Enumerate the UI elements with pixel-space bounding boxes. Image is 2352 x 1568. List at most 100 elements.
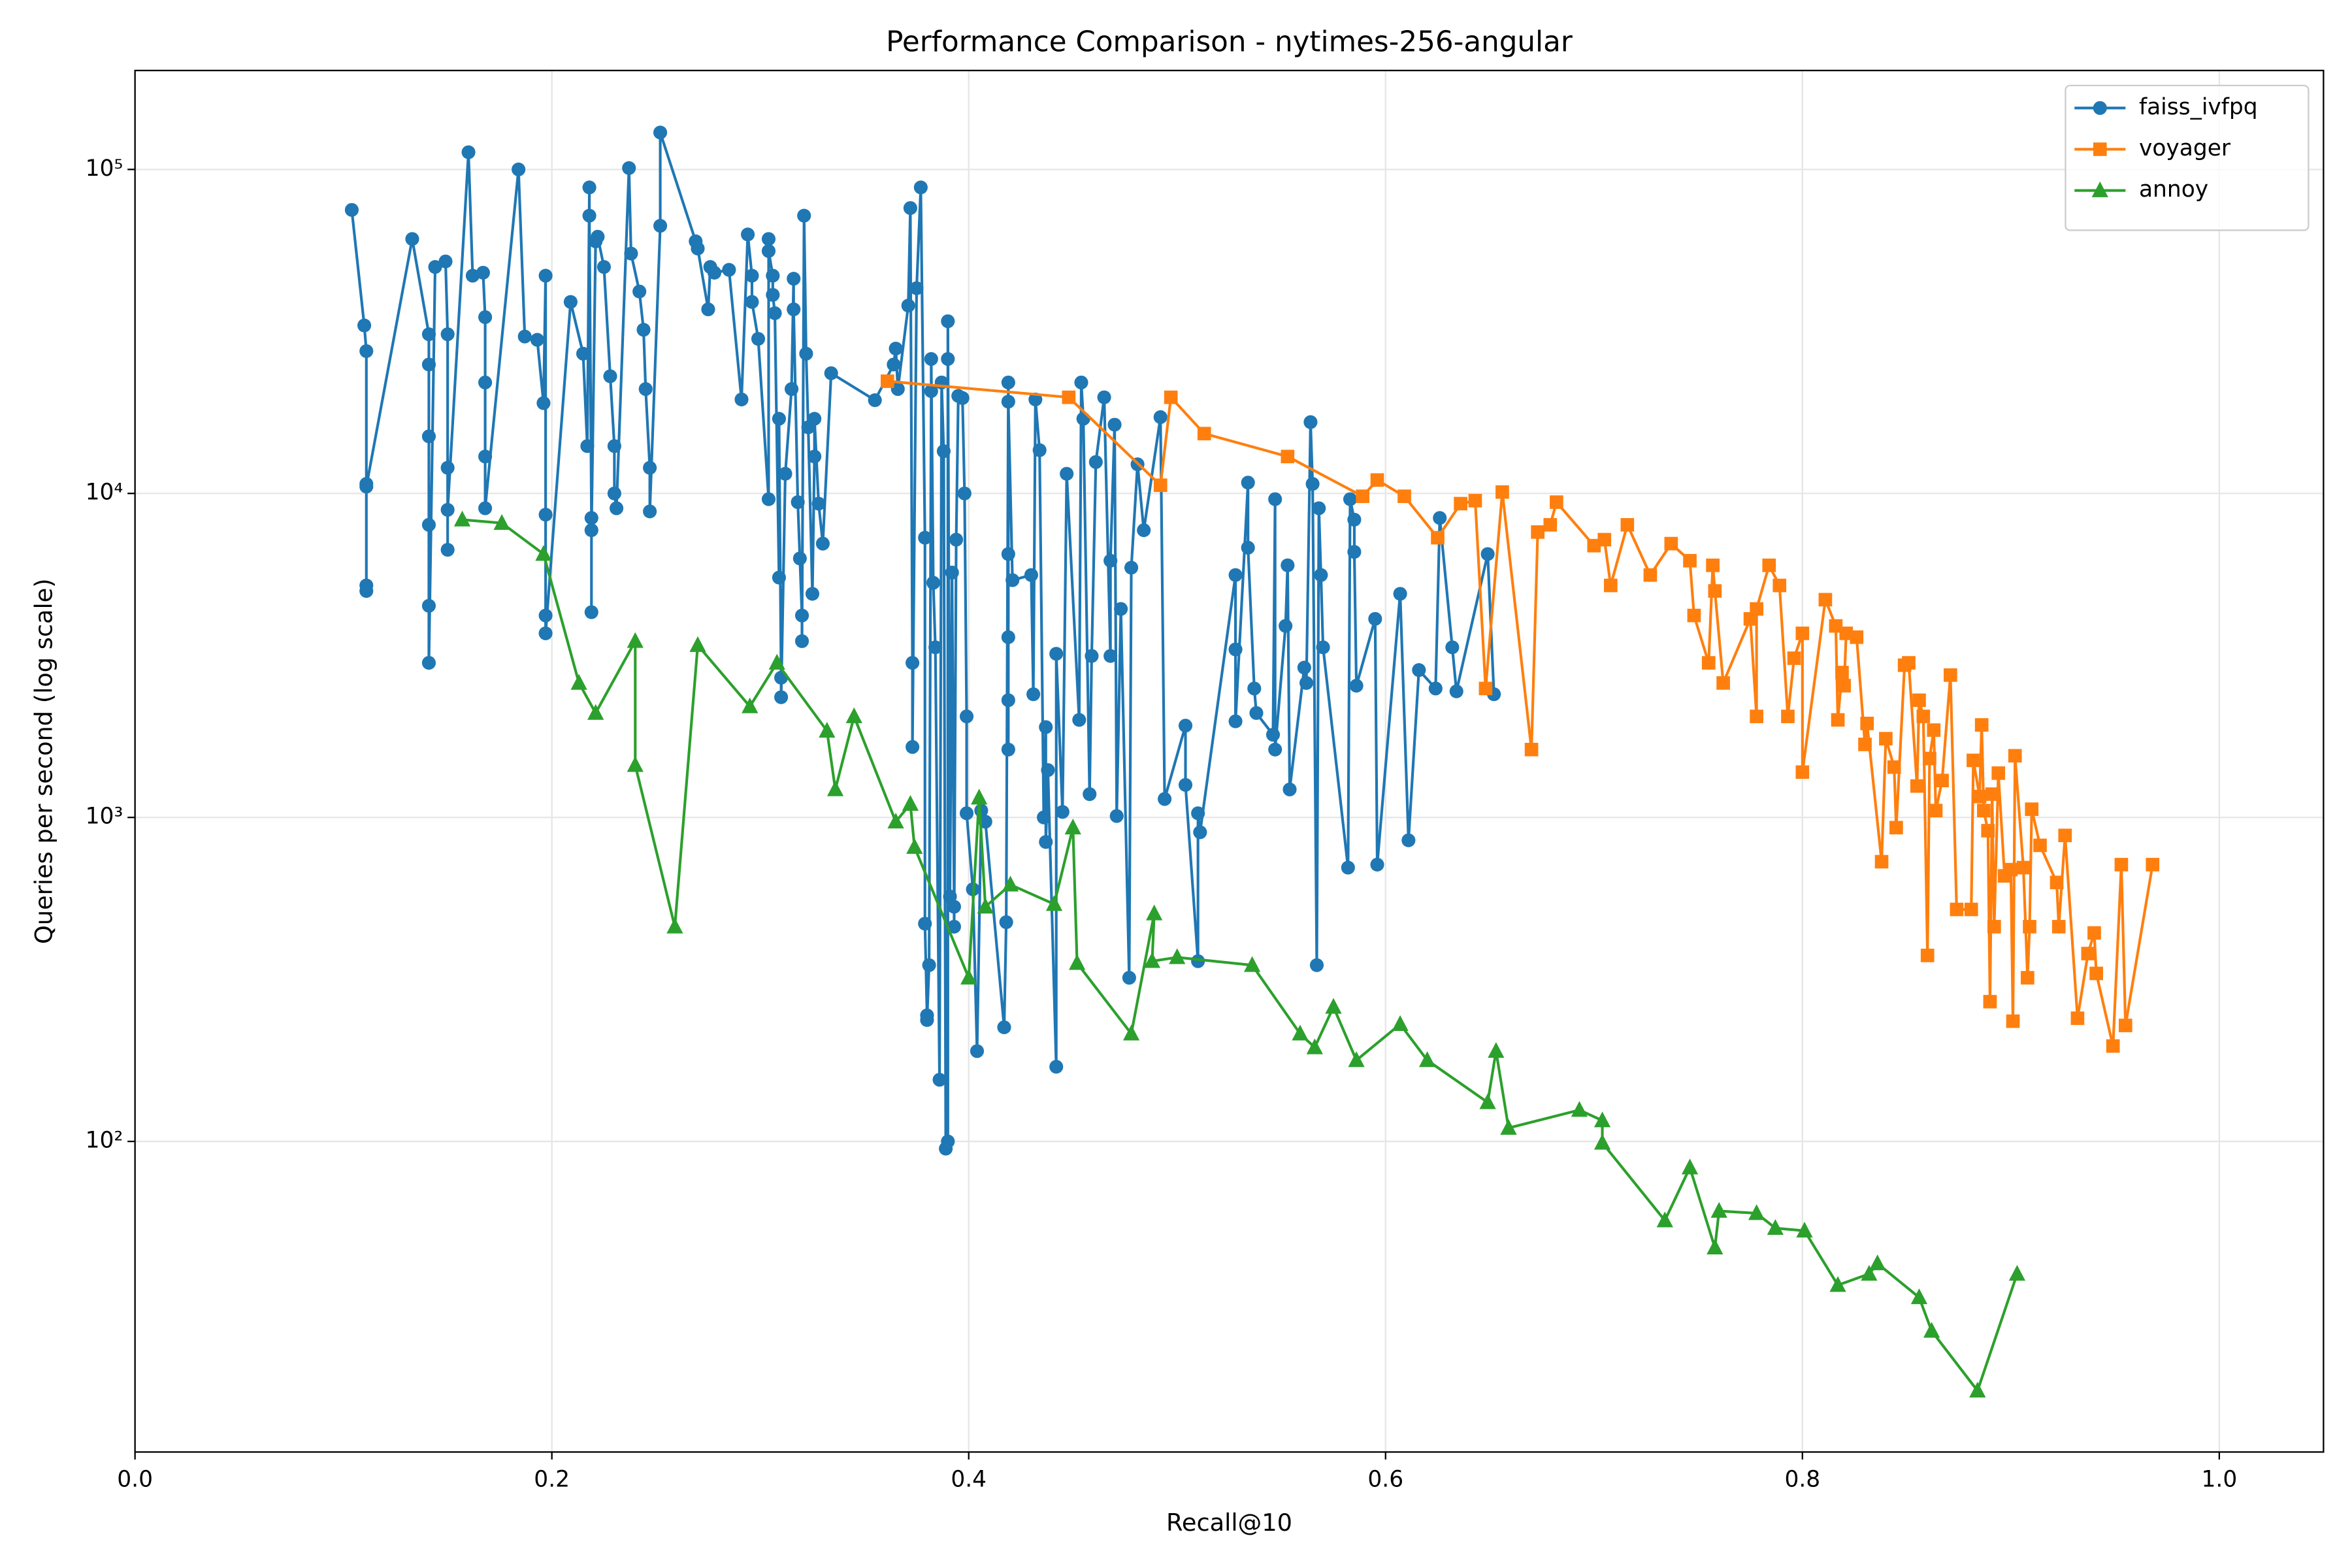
marker-circle xyxy=(1349,678,1364,693)
marker-circle xyxy=(949,532,964,547)
marker-circle xyxy=(1480,547,1495,561)
plot-area xyxy=(344,125,2160,1398)
marker-circle xyxy=(903,201,917,216)
marker-circle xyxy=(1449,684,1463,698)
marker-circle xyxy=(909,281,924,295)
marker-circle xyxy=(924,351,938,367)
marker-square xyxy=(1929,804,1943,817)
marker-square xyxy=(2087,926,2101,940)
marker-circle xyxy=(1072,713,1086,727)
marker-square xyxy=(1983,994,1997,1009)
marker-square xyxy=(2033,838,2047,853)
grid xyxy=(134,70,2324,1452)
marker-triangle xyxy=(1500,1119,1517,1135)
marker-square xyxy=(1860,716,1874,730)
marker-circle xyxy=(1026,687,1041,702)
marker-triangle xyxy=(1392,1015,1409,1032)
marker-triangle xyxy=(1869,1254,1886,1271)
marker-circle xyxy=(1445,640,1460,655)
marker-triangle xyxy=(887,812,904,829)
marker-triangle xyxy=(960,968,977,985)
marker-square xyxy=(2146,858,2160,872)
marker-square xyxy=(1587,538,1601,553)
marker-circle xyxy=(1368,612,1382,626)
marker-circle xyxy=(1303,415,1318,429)
marker-circle xyxy=(1109,809,1124,823)
marker-circle xyxy=(421,598,436,613)
marker-circle xyxy=(791,495,805,510)
marker-circle xyxy=(955,391,970,405)
marker-circle xyxy=(440,327,455,342)
marker-triangle xyxy=(1146,904,1163,921)
marker-circle xyxy=(428,260,442,274)
marker-circle xyxy=(624,246,638,261)
marker-circle xyxy=(357,318,372,333)
marker-triangle xyxy=(535,545,552,561)
marker-circle xyxy=(784,382,799,397)
marker-circle xyxy=(440,461,455,475)
marker-square xyxy=(1831,713,1845,727)
marker-square xyxy=(1981,824,1995,838)
marker-square xyxy=(1197,427,1211,440)
marker-circle xyxy=(868,393,882,408)
marker-square xyxy=(1972,789,1987,804)
marker-square xyxy=(1950,902,1964,917)
marker-circle xyxy=(772,412,786,426)
marker-circle xyxy=(941,351,955,367)
marker-circle xyxy=(421,655,436,670)
marker-circle xyxy=(901,299,915,313)
marker-circle xyxy=(761,492,776,506)
marker-square xyxy=(1974,718,1989,732)
marker-square xyxy=(1977,804,1991,817)
marker-circle xyxy=(1393,587,1407,601)
marker-square xyxy=(1923,751,1936,766)
marker-square xyxy=(1762,558,1776,572)
marker-circle xyxy=(1178,719,1193,733)
marker-triangle xyxy=(1306,1038,1323,1054)
marker-circle xyxy=(584,511,598,525)
marker-circle xyxy=(707,265,722,280)
marker-triangle xyxy=(906,838,923,854)
marker-circle xyxy=(478,449,493,464)
y-tick-label: 10⁴ xyxy=(86,480,123,506)
marker-square xyxy=(1795,765,1810,779)
series-0 xyxy=(344,125,1501,1156)
marker-circle xyxy=(947,900,961,914)
marker-circle xyxy=(1228,568,1243,582)
x-tick-label: 1.0 xyxy=(2201,1467,2237,1493)
marker-triangle xyxy=(826,780,844,796)
marker-circle xyxy=(359,480,374,494)
marker-circle xyxy=(926,576,941,590)
marker-square xyxy=(1943,668,1957,682)
marker-square xyxy=(1356,489,1370,503)
marker-triangle xyxy=(1571,1101,1588,1117)
marker-circle xyxy=(1266,728,1281,742)
marker-square xyxy=(1985,787,1999,801)
marker-circle xyxy=(582,180,596,195)
marker-circle xyxy=(1193,825,1207,840)
marker-triangle xyxy=(1710,1201,1727,1218)
marker-square xyxy=(2021,971,2034,985)
marker-square xyxy=(2106,1039,2120,1053)
marker-circle xyxy=(478,501,493,515)
marker-triangle xyxy=(1045,895,1063,911)
marker-triangle xyxy=(1348,1051,1365,1068)
marker-circle xyxy=(1412,663,1426,678)
marker-circle xyxy=(1085,649,1099,663)
series-2 xyxy=(453,510,2026,1398)
marker-square xyxy=(2006,1014,2020,1028)
marker-circle xyxy=(947,919,961,934)
marker-square xyxy=(1397,489,1411,503)
marker-circle xyxy=(1191,806,1205,821)
marker-triangle xyxy=(768,653,785,670)
marker-circle xyxy=(745,295,759,309)
marker-triangle xyxy=(1656,1211,1673,1228)
marker-circle xyxy=(584,605,598,619)
marker-square xyxy=(2114,858,2129,872)
marker-square xyxy=(1920,949,1935,962)
marker-circle xyxy=(538,626,553,640)
marker-circle xyxy=(1001,742,1015,757)
marker-square xyxy=(1750,602,1763,616)
marker-circle xyxy=(1114,602,1128,616)
marker-square xyxy=(1829,619,1843,633)
